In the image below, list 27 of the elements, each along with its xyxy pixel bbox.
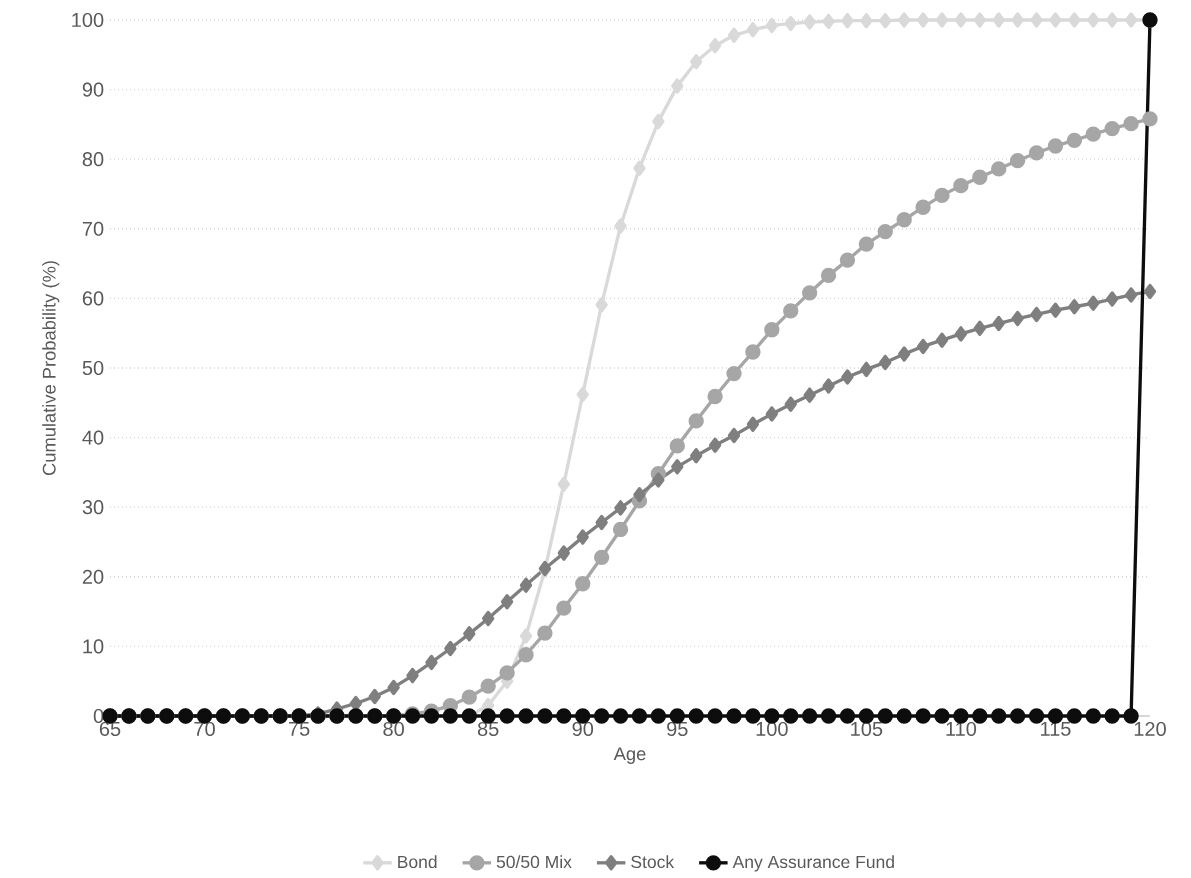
y-axis-title: Cumulative Probability (%) (42, 261, 60, 476)
x-tick-label: 70 (194, 721, 215, 737)
y-tick-label: 60 (82, 291, 104, 306)
x-tick-label: 115 (1041, 721, 1071, 736)
x-axis-title: Age (613, 747, 646, 764)
y-tick-label: 30 (82, 500, 104, 515)
x-tick-label: 120 (1134, 721, 1166, 737)
legend-label: Bond (398, 855, 437, 869)
y-tick-label: 100 (72, 12, 104, 28)
y-tick-label: 20 (82, 569, 104, 584)
y-tick-label: 70 (82, 221, 104, 236)
legend-label: Stock (631, 855, 675, 869)
x-tick-label: 110 (946, 721, 977, 737)
x-tick-label: 75 (288, 721, 310, 736)
x-tick-label: 100 (756, 721, 788, 737)
y-tick-label: 80 (82, 152, 104, 167)
x-tick-label: 105 (851, 721, 883, 737)
x-tick-label: 80 (383, 721, 404, 737)
y-tick-label: 40 (82, 430, 104, 445)
x-tick-label: 90 (572, 721, 594, 737)
y-tick-label: 10 (83, 639, 104, 654)
legend-label: 50/50 Mix (496, 855, 572, 869)
y-tick-label: 50 (82, 360, 104, 376)
legend-label: Any Assurance Fund (732, 855, 894, 872)
x-tick-label: 95 (667, 721, 688, 737)
x-tick-label: 85 (477, 721, 499, 737)
y-tick-label: 90 (82, 82, 104, 97)
